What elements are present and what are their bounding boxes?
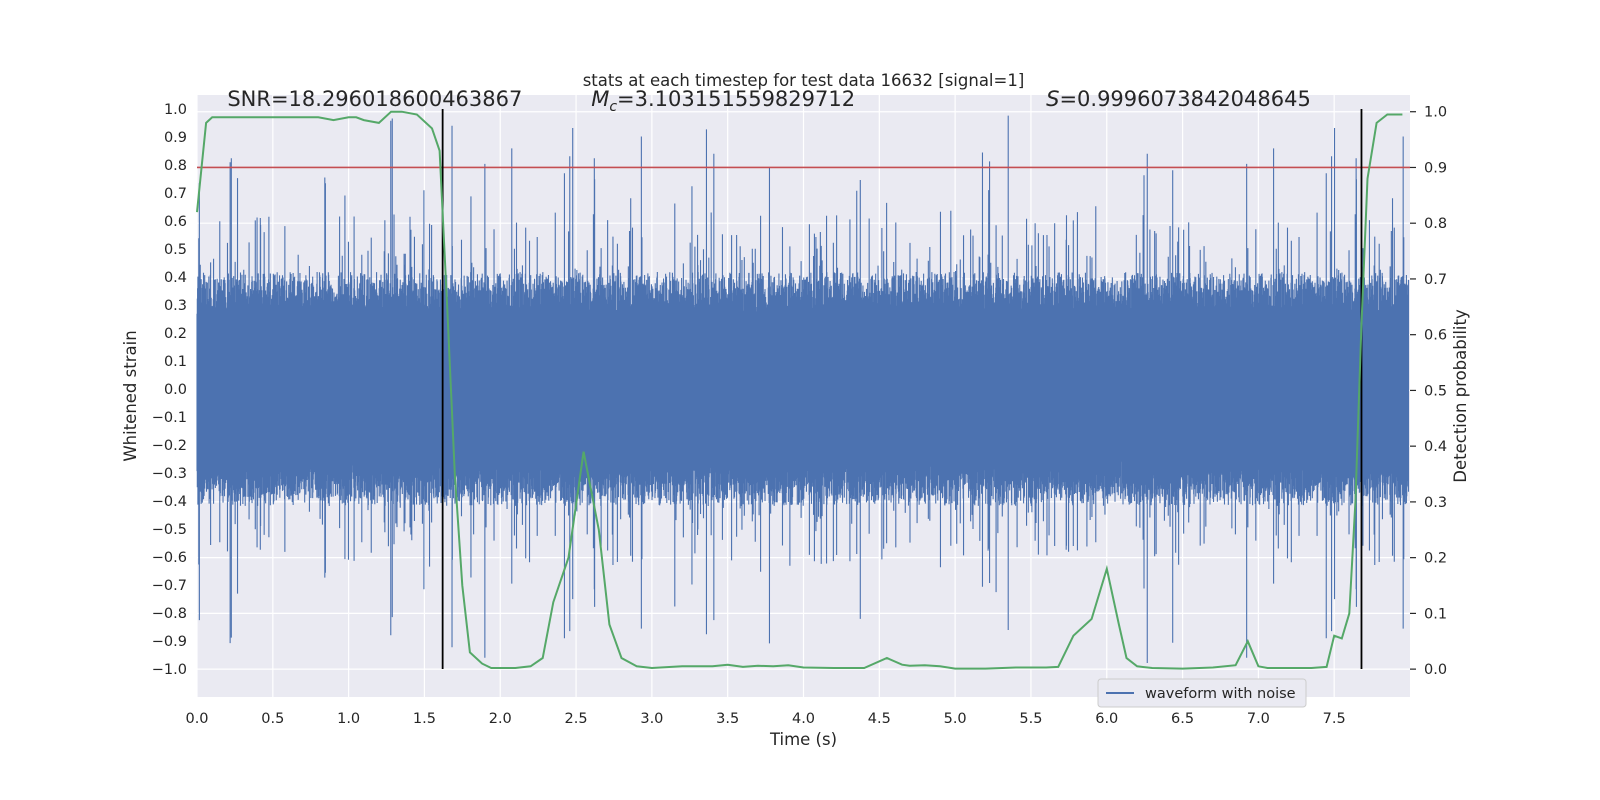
chirp-mass-annotation: Mc=3.103151559829712 (591, 87, 855, 115)
y-tick-label: 0.5 (164, 242, 187, 258)
x-tick-label: 3.5 (716, 711, 739, 727)
y-right-tick-label: 0.5 (1424, 383, 1447, 399)
x-tick-label: 1.0 (337, 711, 360, 727)
y-tick-label: −0.9 (152, 634, 187, 650)
y-axis-label: Whitened strain (121, 330, 140, 461)
y-tick-label: 0.1 (164, 354, 187, 370)
chirp-mass-value: =3.103151559829712 (617, 87, 855, 111)
legend-label: waveform with noise (1145, 686, 1296, 702)
chirp-mass-label: M (591, 87, 609, 111)
y-tick-label: 0.3 (164, 298, 187, 314)
chart-title: stats at each timestep for test data 166… (583, 71, 1025, 90)
x-tick-label: 4.0 (792, 711, 815, 727)
probability-series (196, 110, 1403, 670)
y-right-tick-label: 0.3 (1424, 495, 1447, 511)
x-axis-label: Time (s) (769, 730, 837, 749)
y-tick-label: −0.2 (152, 438, 187, 454)
y-tick-label: 1.0 (164, 102, 187, 118)
snr-value: =18.296018600463867 (271, 87, 522, 111)
y-axis-right-label: Detection probability (1451, 309, 1470, 483)
y-right-tick-label: 0.6 (1424, 328, 1447, 344)
significance-value: =0.9996073842048645 (1059, 87, 1310, 111)
y-tick-label: −0.1 (152, 410, 187, 426)
y-tick-label: 0.6 (164, 214, 187, 230)
x-tick-label: 3.0 (640, 711, 663, 727)
y-tick-label: −0.4 (152, 494, 187, 510)
y-tick-label: −0.6 (152, 550, 187, 566)
y-tick-label: −1.0 (152, 662, 187, 678)
y-tick-label: −0.7 (152, 578, 187, 594)
x-tick-label: 4.5 (868, 711, 891, 727)
x-tick-label: 6.0 (1095, 711, 1118, 727)
x-tick-label: 2.0 (489, 711, 512, 727)
legend-box (1097, 678, 1307, 708)
x-axis-ticks: 0.0 0.5 1.0 1.5 2.0 2.5 3.0 3.5 4.0 4.5 5.0 5.5 6.0 6… (185, 711, 1345, 727)
y-right-tick-label: 0.1 (1424, 606, 1447, 622)
chirp-mass-sub: c (609, 99, 617, 115)
x-tick-label: 5.0 (944, 711, 967, 727)
x-tick-label: 0.5 (261, 711, 284, 727)
x-tick-label: 2.5 (565, 711, 588, 727)
y-tick-label: −0.8 (152, 606, 187, 622)
y-tick-label: 0.8 (164, 158, 187, 174)
x-tick-label: 0.0 (185, 711, 208, 727)
left-axis-ticks: −1.0 −0.9 −0.8 −0.7 −0.6 −0.5 −0.4 −0.3 −0.2 −0.1… (152, 102, 187, 678)
significance-label: S (1046, 87, 1059, 111)
legend: waveform with noise (1097, 678, 1307, 708)
x-tick-label: 1.5 (413, 711, 436, 727)
y-tick-label: −0.5 (152, 522, 187, 538)
y-tick-label: −0.3 (152, 466, 187, 482)
y-right-tick-label: 0.8 (1424, 216, 1447, 232)
y-tick-label: 0.4 (164, 270, 187, 286)
y-right-tick-label: 0.9 (1424, 160, 1447, 176)
snr-annotation: SNR=18.296018600463867 (227, 87, 522, 111)
y-tick-label: 0.9 (164, 130, 187, 146)
snr-label: SNR (227, 87, 271, 111)
y-right-tick-label: 0.4 (1424, 439, 1447, 455)
y-right-tick-label: 0.0 (1424, 662, 1447, 678)
x-tick-label: 7.0 (1247, 711, 1270, 727)
y-tick-label: 0.7 (164, 186, 187, 202)
x-tick-label: 6.5 (1171, 711, 1194, 727)
right-axis-ticks: 0.0 0.1 0.2 0.3 0.4 0.5 0.6 0.7 0.8 0.9 1.0 (1410, 105, 1447, 678)
significance-annotation: S=0.9996073842048645 (1046, 87, 1311, 111)
waveform-series (196, 115, 1410, 663)
y-tick-label: 0.0 (164, 382, 187, 398)
y-right-tick-label: 0.7 (1424, 272, 1447, 288)
x-tick-label: 5.5 (1019, 711, 1042, 727)
waveform-trace (196, 115, 1410, 663)
y-tick-label: 0.2 (164, 326, 187, 342)
x-tick-label: 7.5 (1323, 711, 1346, 727)
y-right-tick-label: 0.2 (1424, 551, 1447, 567)
y-right-tick-label: 1.0 (1424, 105, 1447, 121)
